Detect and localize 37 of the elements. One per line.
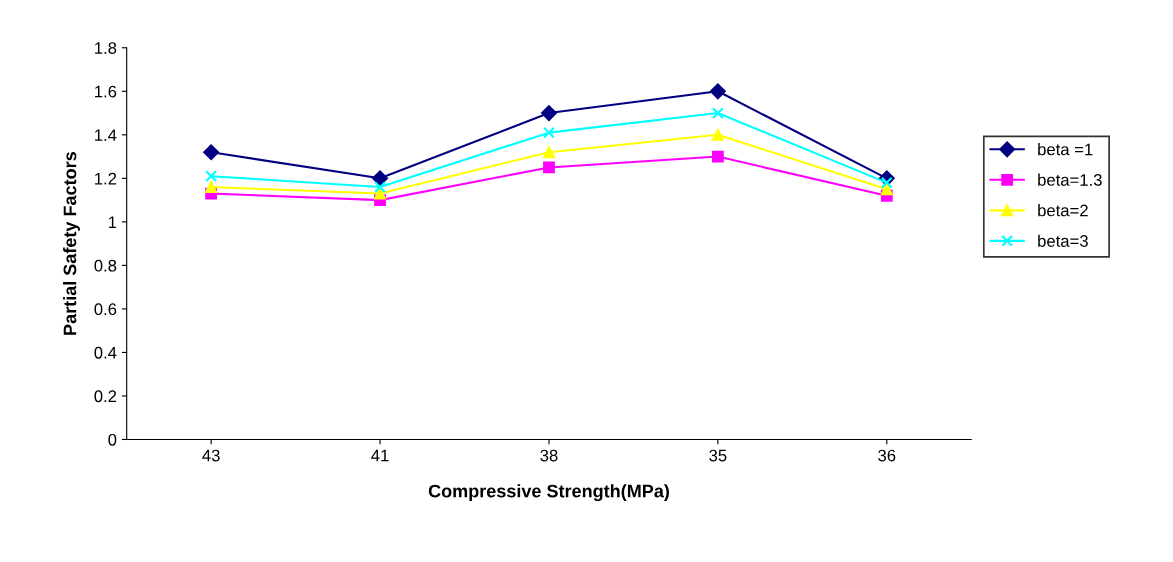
point	[205, 181, 218, 193]
point	[205, 170, 218, 183]
legend-label: beta =1	[1038, 143, 1093, 156]
x-tick-label: 38	[540, 449, 558, 462]
point	[543, 161, 555, 174]
point	[203, 144, 220, 161]
y-tick-label: 0.8	[94, 259, 117, 272]
y-tick-label: 0.4	[94, 346, 117, 359]
legend-label: beta=2	[1038, 204, 1088, 217]
point	[541, 105, 557, 121]
y-tick-label: 0.2	[94, 390, 117, 403]
point	[374, 181, 386, 193]
legend-label: beta=3	[1038, 234, 1088, 247]
y-tick-label: 1.6	[95, 85, 117, 98]
x-tick-label: 43	[202, 449, 220, 462]
point	[372, 170, 388, 187]
y-tick-label: 1.8	[95, 42, 117, 54]
point	[543, 146, 555, 159]
point	[711, 150, 724, 163]
x-tick-label: 36	[878, 449, 896, 462]
x-tick-label: 35	[709, 449, 727, 462]
point	[711, 128, 724, 141]
y-tick-label: 1	[108, 216, 117, 228]
point	[711, 107, 724, 119]
y-axis-title: Partial Safety Factors	[63, 152, 80, 335]
legend-label: beta=1.3	[1038, 173, 1102, 186]
y-tick-label: 1.4	[95, 129, 117, 141]
point	[543, 126, 555, 139]
point	[880, 183, 893, 196]
point	[880, 176, 893, 189]
y-tick-label: 0	[108, 433, 117, 446]
point	[709, 83, 726, 100]
x-tick-label: 41	[371, 449, 389, 462]
x-axis-title: Compressive Strength(MPa)	[428, 484, 669, 502]
y-tick-label: 0.6	[94, 303, 117, 316]
y-tick-label: 1.2	[95, 172, 117, 185]
point	[374, 187, 386, 200]
